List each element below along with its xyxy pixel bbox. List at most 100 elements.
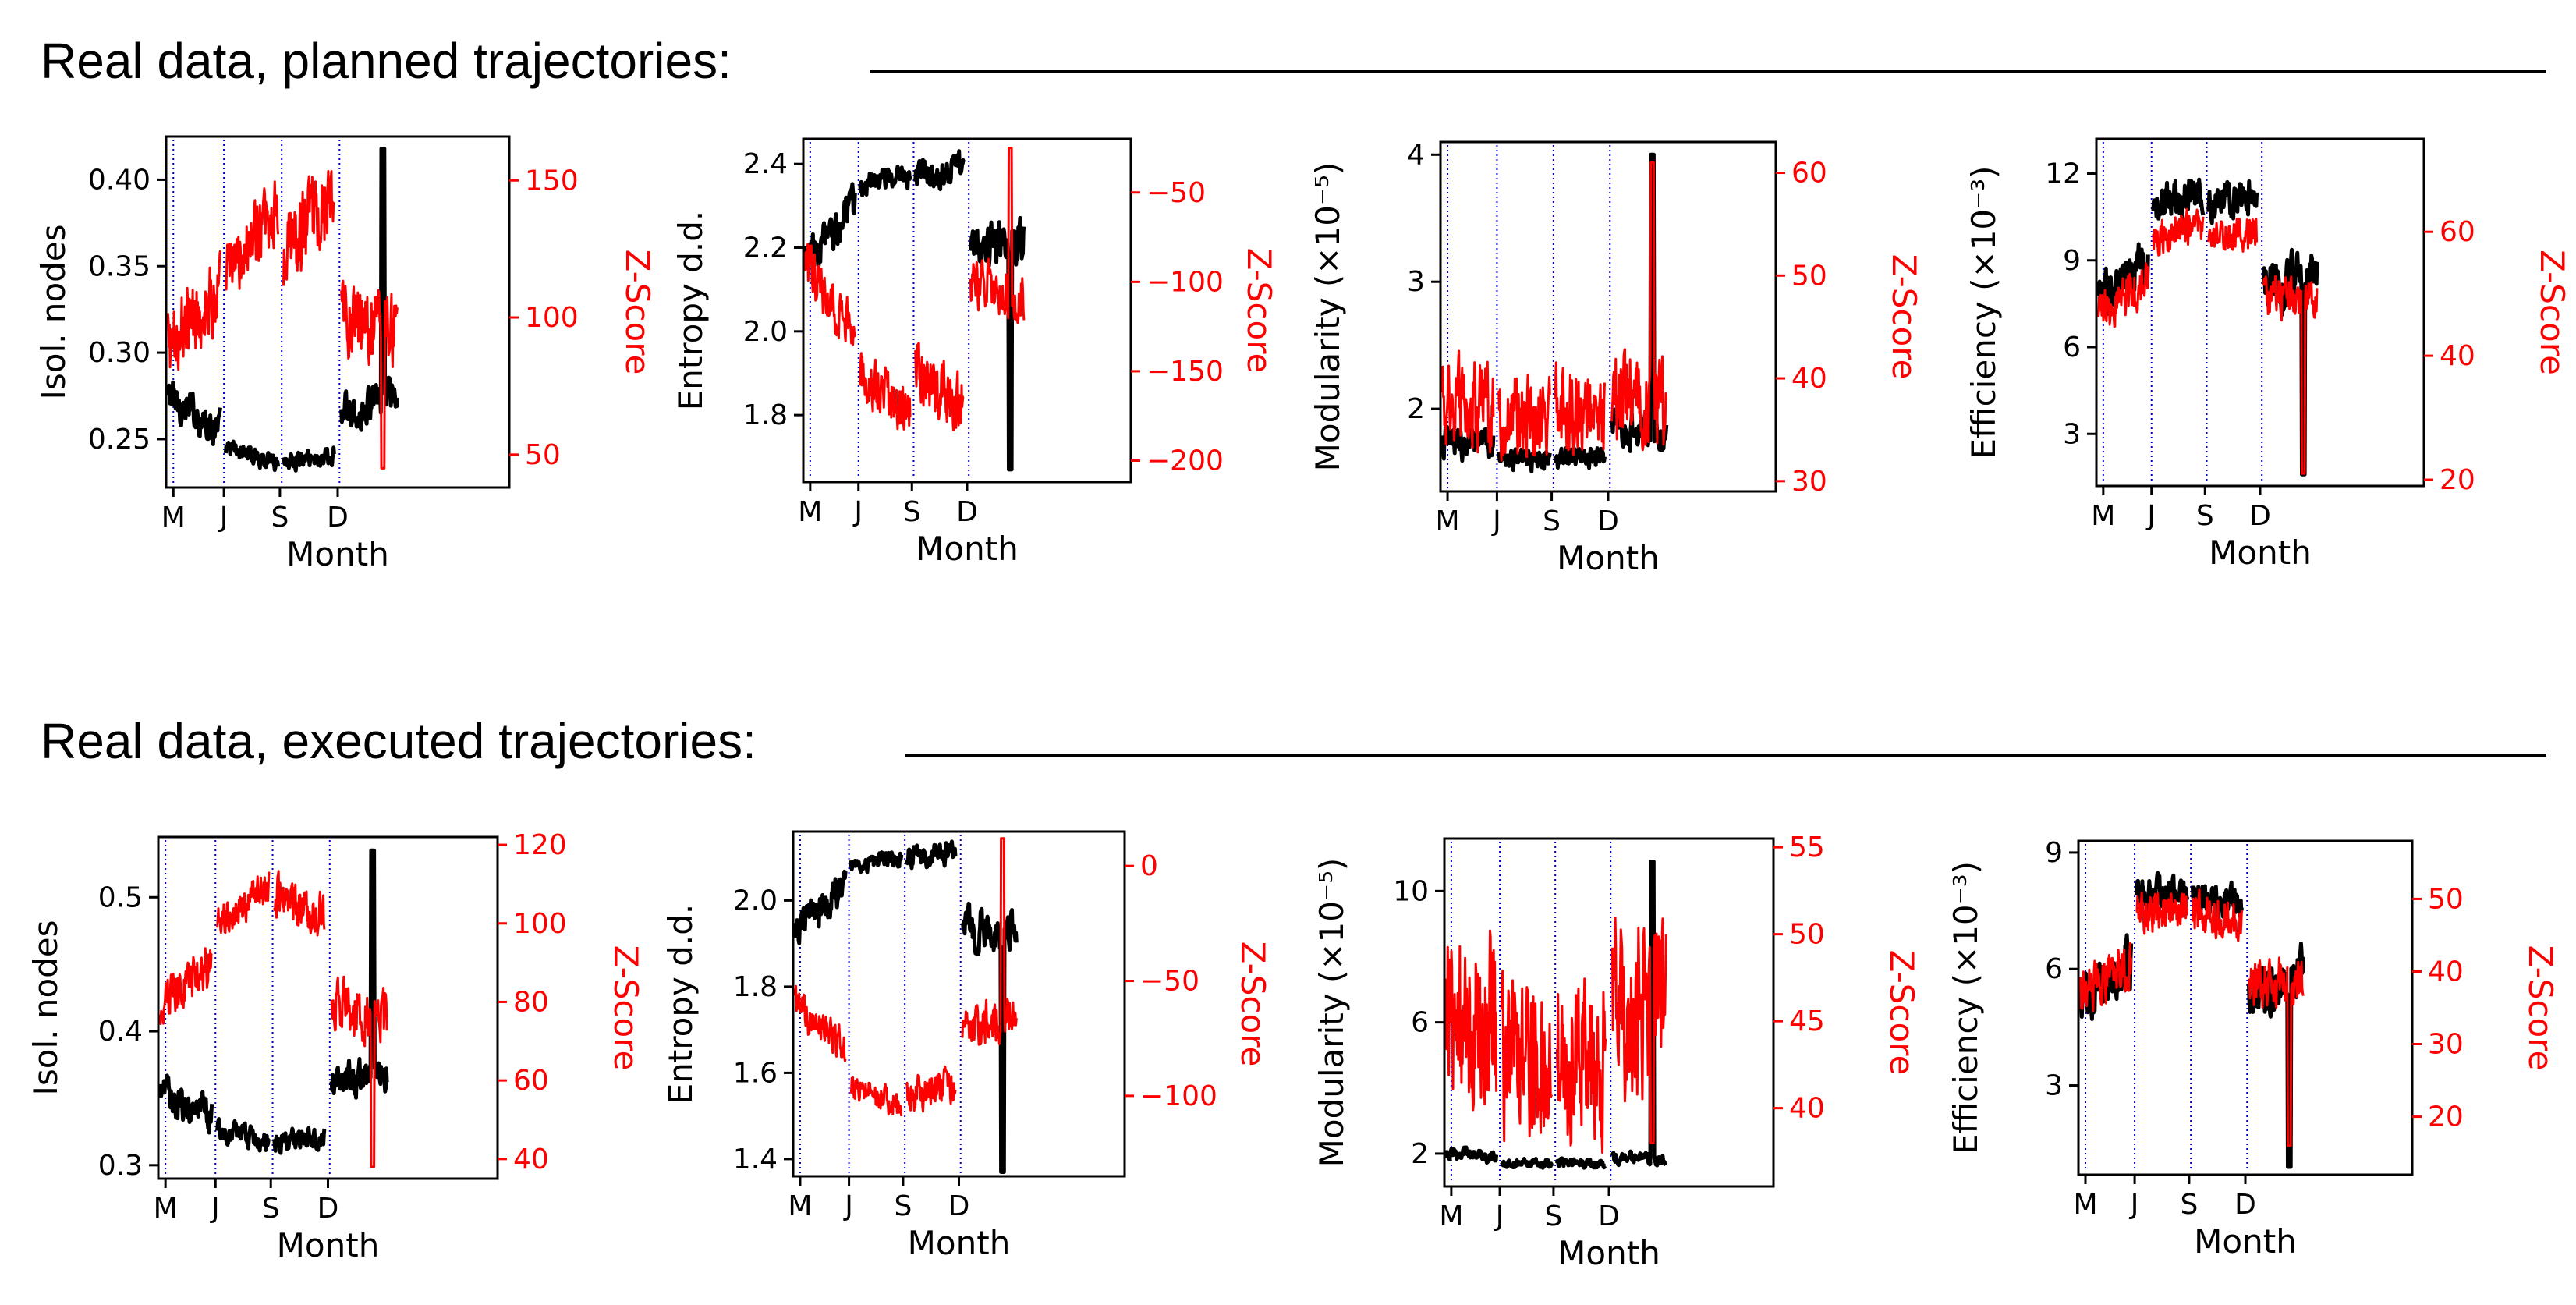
series-line-black — [1440, 424, 1496, 463]
series-line-black — [223, 439, 281, 473]
x-axis-label: Month — [1557, 539, 1660, 577]
y-tick-label: 1.6 — [733, 1057, 778, 1089]
series-line-black — [858, 165, 912, 197]
x-tick-label: S — [262, 1193, 280, 1225]
series-line-zscore — [282, 169, 335, 286]
y2-tick-label: 50 — [525, 439, 561, 471]
y2-tick-label: 0 — [1140, 850, 1158, 882]
y-axis-label: Modularity (×10⁻⁵) — [1313, 858, 1351, 1168]
x-axis-label: Month — [277, 1226, 380, 1264]
x-tick-label: D — [956, 496, 978, 528]
series-line-zscore — [166, 250, 221, 371]
y-tick-label: 0.3 — [98, 1150, 143, 1182]
y-tick-label: 6 — [1411, 1007, 1429, 1039]
series-line-zscore — [330, 975, 388, 1168]
y2-tick-label: −50 — [1146, 177, 1206, 209]
series-line-zscore — [216, 871, 271, 934]
y-tick-label: 0.25 — [88, 424, 151, 456]
y-tick-label: 3 — [1407, 266, 1425, 298]
series-line-zscore — [273, 870, 326, 937]
series-line-zscore — [2207, 218, 2259, 253]
y2-tick-label: −100 — [1140, 1080, 1217, 1112]
y2-tick-label: 30 — [1791, 466, 1827, 498]
y2-tick-label: 40 — [1789, 1093, 1825, 1125]
y2-tick-label: 60 — [513, 1065, 549, 1097]
series-line-zscore — [1500, 970, 1554, 1143]
y2-tick-label: 120 — [513, 829, 567, 861]
series-line-zscore — [1440, 349, 1495, 454]
y2-tick-label: −150 — [1146, 356, 1224, 388]
series-line-black — [1497, 447, 1552, 473]
x-tick-label: S — [1544, 1200, 1562, 1232]
y-tick-label: 9 — [2063, 245, 2081, 277]
y2-axis-label: Z-Score — [618, 250, 657, 375]
y2-tick-label: 150 — [525, 165, 579, 197]
series-line-zscore — [849, 1076, 903, 1117]
y-axis-label: Isol. nodes — [27, 920, 65, 1095]
y2-tick-label: 30 — [2428, 1029, 2464, 1061]
series-line-black — [272, 1126, 327, 1155]
x-tick-label: S — [894, 1190, 912, 1222]
series-line-zscore — [2248, 956, 2305, 1147]
x-tick-label: J — [1494, 1200, 1504, 1232]
series-line-black — [793, 869, 848, 945]
y-axis-label: Efficiency (×10⁻³) — [1965, 165, 2003, 459]
x-tick-label: J — [2129, 1189, 2139, 1221]
y2-axis-label: Z-Score — [2521, 945, 2560, 1071]
series-line-zscore — [2262, 275, 2319, 475]
series-line-zscore — [1554, 361, 1606, 456]
y2-axis-label: Z-Score — [2533, 250, 2571, 375]
series-line-zscore — [859, 352, 912, 431]
series-line-zscore — [1497, 374, 1551, 462]
series-line-black — [1610, 860, 1668, 1168]
y2-tick-label: −200 — [1146, 445, 1224, 477]
x-tick-label: D — [2234, 1189, 2256, 1221]
x-tick-label: D — [948, 1190, 970, 1222]
series-line-black — [215, 1117, 271, 1153]
series-line-black — [282, 445, 336, 473]
x-tick-label: J — [843, 1190, 853, 1222]
series-line-zscore — [224, 180, 280, 291]
x-tick-label: M — [2091, 500, 2115, 532]
x-tick-label: J — [210, 1193, 220, 1225]
y-axis-label: Entropy d.d. — [661, 904, 700, 1105]
x-tick-label: M — [2073, 1189, 2097, 1221]
y2-tick-label: 100 — [525, 302, 579, 334]
y2-tick-label: 60 — [1791, 158, 1827, 190]
series-line-zscore — [914, 342, 965, 432]
y-tick-label: 0.40 — [88, 164, 151, 196]
y2-tick-label: 20 — [2440, 464, 2475, 496]
series-line-black — [158, 1073, 214, 1135]
y-tick-label: 4 — [1407, 139, 1425, 171]
y-tick-label: 6 — [2063, 332, 2081, 363]
y2-tick-label: 45 — [1789, 1005, 1825, 1037]
series-line-black — [2096, 242, 2150, 317]
y-tick-label: 2.0 — [733, 885, 778, 917]
series-line-zscore — [1610, 161, 1668, 452]
y2-tick-label: 55 — [1789, 832, 1825, 863]
series-line-black — [849, 850, 904, 874]
series-line-black — [329, 848, 389, 1100]
y2-tick-label: 40 — [1791, 363, 1827, 395]
series-line-zscore — [2135, 892, 2189, 935]
series-line-black — [2151, 177, 2206, 222]
x-tick-label: D — [2249, 500, 2271, 532]
x-tick-label: D — [1597, 505, 1619, 537]
y-axis-label: Modularity (×10⁻⁵) — [1309, 162, 1347, 472]
y2-axis-label: Z-Score — [1240, 248, 1278, 374]
series-line-zscore — [2152, 207, 2205, 257]
x-tick-label: M — [161, 502, 186, 534]
series-line-zscore — [803, 243, 856, 346]
x-tick-label: J — [852, 496, 863, 528]
x-tick-label: S — [2196, 500, 2214, 532]
series-line-black — [803, 182, 857, 271]
y-tick-label: 2 — [1407, 393, 1425, 425]
y2-tick-label: 50 — [2428, 883, 2464, 915]
y-tick-label: 2.2 — [743, 232, 788, 264]
series-line-zscore — [1444, 929, 1498, 1112]
y-axis-label: Efficiency (×10⁻³) — [1947, 861, 1985, 1154]
